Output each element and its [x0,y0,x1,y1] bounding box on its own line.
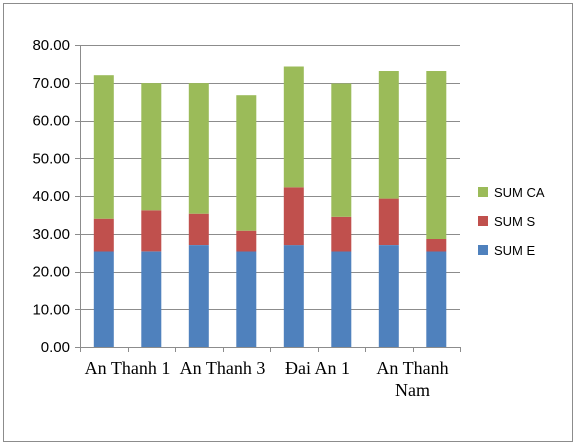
bar-sum-s-1 [141,210,162,252]
y-tick-label-4: 40.00 [32,188,70,205]
bar-sum-s-7 [426,239,447,252]
legend-swatch-sum-e [478,245,488,255]
bar-sum-ca-2 [188,83,209,214]
y-tick-label-6: 60.00 [32,113,70,130]
legend-label-sum-e: SUM E [494,243,536,258]
bar-sum-e-7 [426,251,447,347]
bar-sum-ca-5 [331,83,352,217]
bar-sum-ca-0 [93,75,114,219]
legend-swatch-sum-ca [478,187,488,197]
y-tick-label-7: 70.00 [32,75,70,92]
bar-sum-e-5 [331,251,352,347]
bar-sum-e-6 [378,245,399,347]
y-tick-label-3: 30.00 [32,226,70,243]
bar-sum-e-1 [141,251,162,347]
x-tick-label-0: An Thanh 1 [85,358,171,378]
x-tick-label-2: An Thanh 3 [180,358,266,378]
bar-sum-ca-3 [236,95,257,231]
bar-sum-ca-7 [426,71,447,239]
bar-sum-ca-1 [141,83,162,211]
bar-sum-s-6 [378,198,399,245]
bar-sum-s-2 [188,213,209,245]
y-tick-label-8: 80.00 [32,37,70,54]
bar-sum-s-4 [283,187,304,246]
x-tick-label-6: An Thanh Nam [376,358,448,400]
bar-sum-s-3 [236,230,257,252]
y-tick-label-0: 0.00 [41,339,70,356]
bar-sum-ca-4 [283,66,304,188]
gridlines [80,45,460,348]
bar-sum-e-3 [236,251,257,347]
y-axis-ticks: 0.00 10.00 20.00 30.00 40.00 50.00 60.00 70.00 8… [32,37,70,356]
bar-sum-e-4 [283,245,304,347]
x-tick-label-4: Đai An 1 [285,358,350,378]
bar-sum-s-5 [331,216,352,252]
axes [75,45,461,352]
bar-sum-s-0 [93,218,114,252]
bars [93,66,447,347]
bar-sum-e-2 [188,245,209,347]
bar-sum-e-0 [93,251,114,347]
legend-label-sum-s: SUM S [494,214,536,229]
y-tick-label-1: 10.00 [32,301,70,318]
y-tick-label-2: 20.00 [32,264,70,281]
x-axis-ticks: An Thanh 1 An Thanh 3 Đai An 1 An Thanh Nam [85,358,449,400]
legend: SUM CA SUM S SUM E [478,185,545,258]
legend-swatch-sum-s [478,216,488,226]
legend-label-sum-ca: SUM CA [494,185,545,200]
y-tick-label-5: 50.00 [32,150,70,167]
bar-sum-ca-6 [378,71,399,199]
